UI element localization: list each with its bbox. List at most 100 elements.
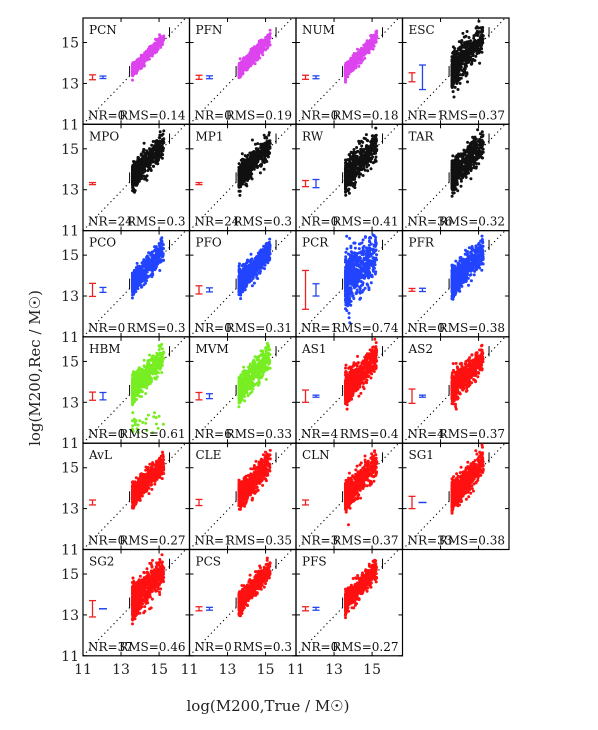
data-point <box>237 65 241 68</box>
data-point <box>157 140 161 143</box>
data-point <box>371 155 375 159</box>
data-point <box>158 144 162 148</box>
data-point <box>475 40 479 44</box>
data-point <box>252 58 256 62</box>
data-point <box>478 132 482 136</box>
data-point <box>357 175 361 179</box>
data-point <box>250 177 254 181</box>
data-point <box>354 53 358 57</box>
data-point <box>359 161 363 165</box>
panel-name: MPO <box>89 129 119 143</box>
data-point <box>142 157 146 161</box>
data-point <box>253 163 257 167</box>
data-point <box>471 47 475 51</box>
data-point <box>350 61 354 65</box>
data-point <box>471 57 475 61</box>
data-point <box>352 64 356 67</box>
data-point <box>467 36 471 39</box>
data-point <box>468 43 472 47</box>
data-point <box>142 154 146 158</box>
data-point <box>478 61 482 65</box>
data-point <box>455 55 458 59</box>
data-point <box>477 19 481 23</box>
data-point <box>258 155 262 158</box>
data-point <box>462 41 466 45</box>
data-point <box>472 34 476 38</box>
rms-label: RMS=0.3 <box>233 215 292 229</box>
data-point <box>252 45 256 49</box>
data-point <box>468 58 471 62</box>
data-point <box>460 62 464 66</box>
data-point <box>458 57 462 61</box>
data-point <box>357 158 360 162</box>
data-point <box>155 47 159 51</box>
rms-label: RMS=0.41 <box>332 215 398 229</box>
data-point <box>138 62 142 66</box>
data-point <box>162 129 166 133</box>
data-point <box>135 168 139 172</box>
data-point <box>344 158 347 162</box>
data-point <box>246 161 249 165</box>
data-point <box>362 136 366 140</box>
data-point <box>450 194 454 198</box>
data-point <box>344 77 347 81</box>
y-tick-label: 15 <box>61 142 79 158</box>
data-point <box>349 165 353 169</box>
data-point <box>479 26 483 30</box>
data-point <box>132 180 136 184</box>
data-point <box>367 48 371 52</box>
data-point <box>131 189 134 193</box>
data-point <box>353 157 357 161</box>
data-point <box>454 72 458 75</box>
data-point <box>254 158 258 162</box>
data-point <box>250 155 254 159</box>
data-point <box>458 66 462 70</box>
data-point <box>365 50 369 54</box>
data-point <box>361 140 365 144</box>
data-point <box>245 59 249 63</box>
data-point <box>470 62 474 65</box>
data-point <box>458 45 462 49</box>
data-point <box>143 160 147 164</box>
data-point <box>265 136 269 140</box>
data-point <box>158 130 162 134</box>
data-point <box>135 58 139 62</box>
data-point <box>148 54 152 57</box>
data-point <box>479 44 483 48</box>
data-point <box>142 64 146 68</box>
data-point <box>451 45 455 49</box>
data-point <box>239 74 243 77</box>
data-point <box>241 168 245 172</box>
data-point <box>361 154 365 158</box>
data-point <box>256 52 260 56</box>
data-point <box>143 177 147 180</box>
panel-name: NUM <box>302 23 335 37</box>
data-point <box>152 47 156 50</box>
data-point <box>352 148 356 151</box>
data-point <box>250 48 254 51</box>
data-point <box>461 50 465 54</box>
data-point <box>250 167 254 171</box>
data-point <box>373 160 377 164</box>
data-point <box>476 128 480 132</box>
data-point <box>241 176 245 180</box>
data-point <box>480 50 484 54</box>
data-point <box>242 170 246 174</box>
data-point <box>466 140 470 144</box>
data-point <box>370 38 374 42</box>
data-point <box>344 168 348 172</box>
data-point <box>242 56 246 60</box>
data-point <box>148 147 152 151</box>
data-point <box>451 90 455 94</box>
data-point <box>258 171 262 175</box>
data-point <box>479 46 483 50</box>
data-point <box>373 140 377 144</box>
data-point <box>154 161 158 165</box>
data-point <box>158 39 162 43</box>
data-point <box>465 54 469 58</box>
data-point <box>357 172 361 176</box>
